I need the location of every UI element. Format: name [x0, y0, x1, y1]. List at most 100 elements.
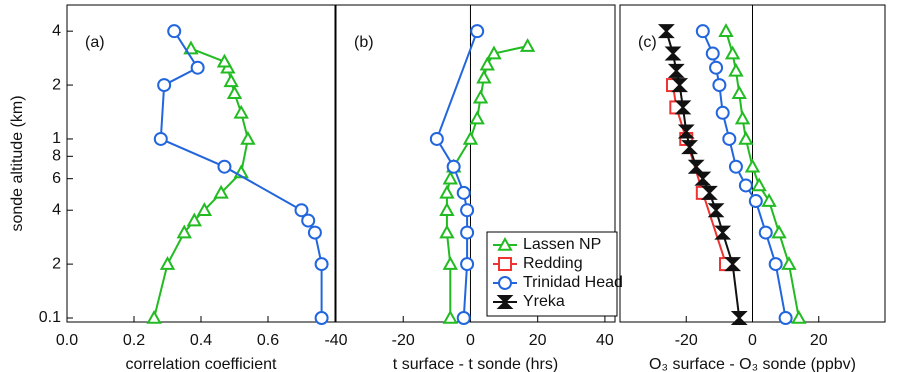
x-tick-label: 0.4	[190, 332, 212, 349]
marker	[715, 105, 730, 120]
marker	[216, 53, 233, 68]
legend-label: Yreka	[523, 293, 565, 310]
marker	[307, 225, 322, 240]
x-tick-label: 0.2	[123, 332, 145, 349]
marker	[442, 256, 458, 270]
panel-label: (a)	[85, 34, 105, 51]
marker	[470, 24, 485, 39]
marker	[724, 45, 741, 60]
marker	[728, 62, 744, 77]
marker	[705, 46, 720, 61]
marker	[314, 257, 329, 272]
series-line	[159, 30, 323, 319]
marker	[712, 78, 727, 93]
marker	[771, 224, 787, 239]
marker	[176, 224, 192, 239]
marker	[183, 40, 199, 55]
legend-label: Trinidad Head	[523, 274, 623, 291]
marker	[718, 23, 734, 37]
x-tick-label: -20	[675, 332, 698, 349]
marker	[667, 63, 685, 78]
x-axis-label: t surface - t sonde (hrs)	[393, 356, 558, 372]
marker	[497, 236, 513, 251]
legend-label: Lassen NP	[523, 236, 601, 253]
marker	[157, 78, 172, 93]
marker	[439, 224, 455, 239]
marker	[709, 60, 724, 75]
marker	[768, 257, 783, 272]
y-tick-label: 4	[52, 22, 61, 39]
marker	[687, 159, 705, 174]
marker	[681, 140, 698, 155]
x-tick-label: 0	[466, 332, 475, 349]
marker	[217, 159, 232, 174]
marker	[476, 69, 492, 84]
marker	[294, 203, 309, 218]
marker	[240, 130, 256, 145]
marker	[657, 24, 675, 39]
marker	[498, 257, 512, 271]
x-tick-label: 40	[596, 332, 614, 349]
x-axis-label: correlation coefficient	[126, 356, 277, 372]
x-tick-label: -20	[392, 332, 415, 349]
marker	[186, 212, 202, 227]
marker	[456, 311, 471, 326]
marker	[748, 194, 763, 209]
marker	[731, 85, 747, 100]
marker	[498, 276, 512, 290]
marker	[761, 192, 777, 207]
marker	[714, 225, 732, 240]
marker	[442, 170, 458, 185]
y-tick-label: 0.1	[39, 309, 61, 326]
marker	[159, 256, 176, 270]
marker	[496, 295, 514, 309]
marker	[519, 38, 536, 52]
marker	[738, 130, 754, 145]
marker	[781, 256, 797, 270]
marker	[734, 110, 751, 125]
marker	[442, 309, 458, 324]
marker	[751, 177, 767, 192]
x-tick-label: 20	[529, 332, 547, 349]
marker	[671, 78, 689, 93]
marker	[429, 131, 444, 146]
x-tick-label: 0	[748, 332, 757, 349]
marker	[472, 89, 489, 104]
marker	[146, 309, 162, 324]
marker	[791, 309, 807, 324]
marker	[460, 257, 475, 272]
y-tick-label: 2	[52, 255, 61, 272]
x-tick-label: -40	[324, 332, 347, 349]
y-tick-label: 4	[52, 201, 61, 218]
marker	[314, 311, 329, 326]
marker	[758, 225, 773, 240]
y-tick-label: 2	[52, 76, 61, 93]
marker	[730, 311, 748, 326]
y-tick-label: 6	[52, 170, 61, 187]
marker	[479, 56, 495, 71]
y-tick-label: 8	[52, 148, 61, 165]
series-line	[435, 30, 479, 319]
y-tick-label: 1	[52, 130, 61, 147]
marker	[695, 24, 710, 39]
marker	[446, 159, 461, 174]
x-tick-label: 20	[810, 332, 828, 349]
x-axis-label: O₃ surface - O₃ sonde (ppbv)	[649, 356, 856, 372]
plot-frame	[335, 4, 616, 323]
marker	[701, 185, 718, 200]
legend-label: Redding	[523, 255, 583, 272]
marker	[167, 24, 182, 39]
marker	[460, 225, 475, 240]
marker	[694, 171, 712, 186]
marker	[439, 184, 455, 199]
marker	[456, 185, 471, 200]
marker	[190, 60, 205, 75]
marker	[439, 202, 455, 217]
marker	[226, 85, 243, 100]
marker	[722, 131, 737, 146]
marker	[223, 73, 239, 88]
marker	[778, 311, 793, 326]
marker	[744, 158, 761, 173]
marker	[213, 184, 229, 199]
marker	[707, 203, 725, 218]
